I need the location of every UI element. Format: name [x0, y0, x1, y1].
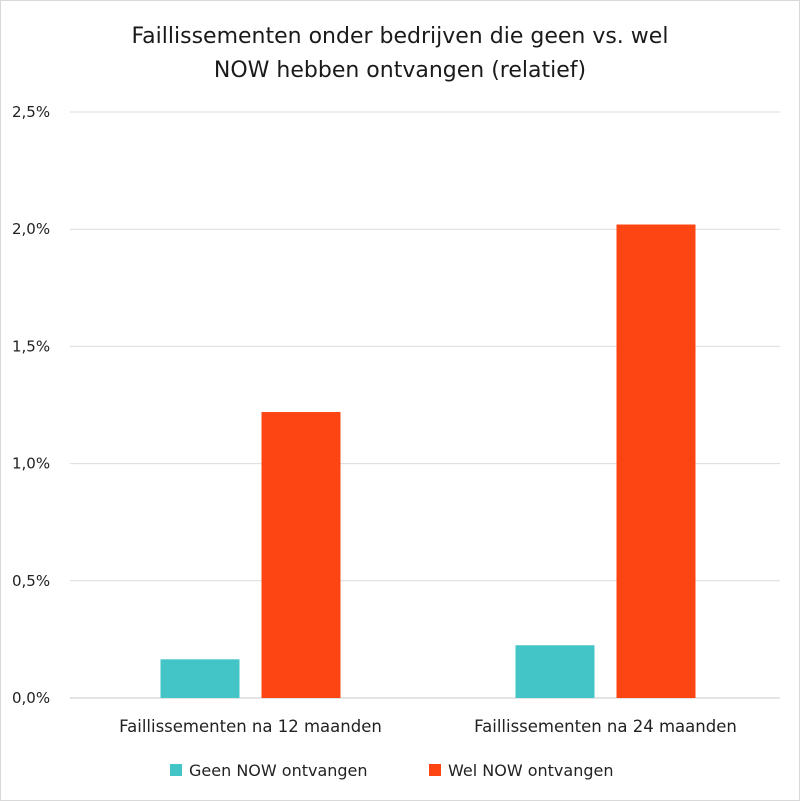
y-tick-label: 1,0%	[12, 455, 50, 473]
x-axis-categories: Faillissementen na 12 maanden Faillisseme…	[119, 717, 737, 736]
bars	[160, 224, 696, 698]
legend-swatch	[170, 764, 182, 776]
chart-title: Faillissementen onder bedrijven die geen…	[0, 20, 800, 88]
y-axis-ticks: 0,0% 0,5% 1,0% 1,5% 2,0% 2,5%	[12, 103, 50, 707]
legend-label: Wel NOW ontvangen	[448, 761, 613, 780]
x-category-label: Faillissementen na 24 maanden	[474, 717, 737, 736]
bar-geen-now	[515, 645, 595, 698]
legend: Geen NOW ontvangen Wel NOW ontvangen	[170, 761, 613, 780]
y-tick-label: 1,5%	[12, 337, 50, 355]
y-tick-label: 2,5%	[12, 103, 50, 121]
y-tick-label: 0,0%	[12, 689, 50, 707]
bar-wel-now	[261, 412, 341, 698]
chart-title-line-2: NOW hebben ontvangen (relatief)	[213, 58, 587, 83]
y-tick-label: 2,0%	[12, 220, 50, 238]
y-tick-label: 0,5%	[12, 572, 50, 590]
bar-geen-now	[160, 659, 240, 698]
bar-wel-now	[616, 224, 696, 698]
legend-swatch	[429, 764, 441, 776]
x-category-label: Faillissementen na 12 maanden	[119, 717, 382, 736]
chart-title-line-1: Faillissementen onder bedrijven die geen…	[131, 24, 669, 49]
legend-label: Geen NOW ontvangen	[189, 761, 368, 780]
